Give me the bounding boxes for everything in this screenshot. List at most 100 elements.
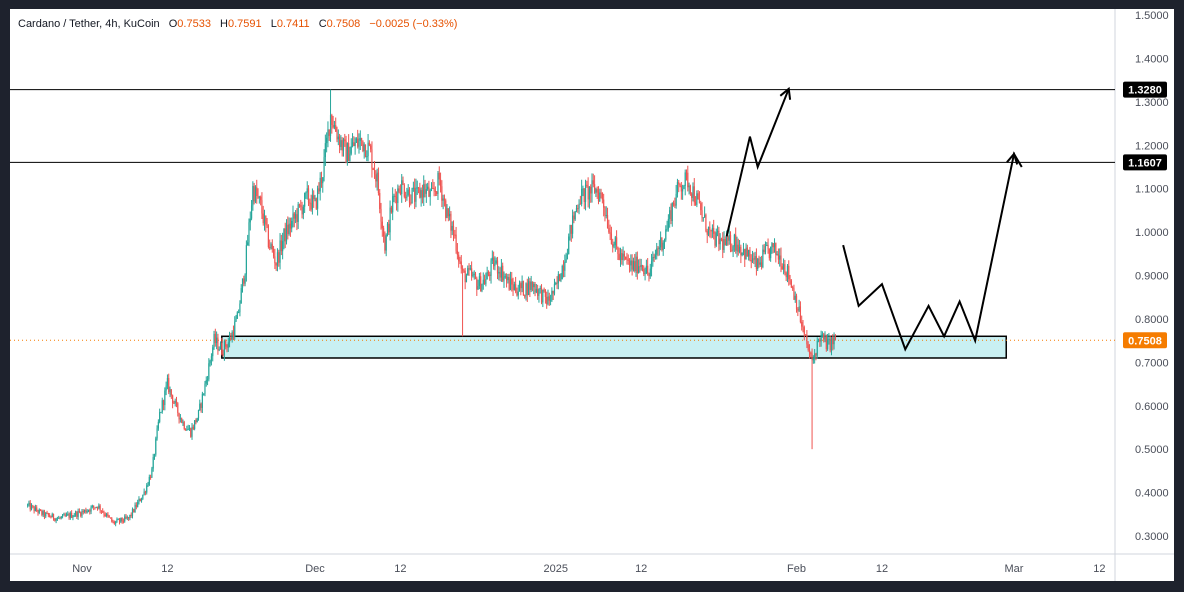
candle-body[interactable]: [109, 517, 112, 519]
candle-body[interactable]: [530, 281, 532, 290]
candle-body[interactable]: [34, 507, 36, 512]
candle-body[interactable]: [744, 248, 746, 260]
candle-body[interactable]: [156, 428, 158, 439]
candle-body[interactable]: [159, 412, 161, 422]
candle-body[interactable]: [346, 143, 348, 163]
candle-body[interactable]: [628, 260, 631, 266]
candle-body[interactable]: [715, 232, 717, 246]
candle-body[interactable]: [178, 412, 180, 420]
candle-body[interactable]: [491, 257, 493, 261]
candle-body[interactable]: [419, 188, 421, 198]
candle-body[interactable]: [666, 228, 668, 230]
candle-body[interactable]: [205, 380, 207, 384]
candle-body[interactable]: [565, 259, 567, 262]
candle-body[interactable]: [578, 203, 580, 209]
candle-body[interactable]: [714, 233, 716, 246]
candle-body[interactable]: [498, 271, 500, 274]
candle-body[interactable]: [794, 295, 796, 300]
candle-body[interactable]: [256, 187, 258, 196]
candle-body[interactable]: [173, 402, 175, 404]
candle-body[interactable]: [139, 498, 141, 502]
candle-body[interactable]: [449, 213, 451, 217]
candle-body[interactable]: [174, 400, 176, 404]
candle-body[interactable]: [566, 254, 569, 260]
candle-body[interactable]: [726, 237, 728, 246]
candle-body[interactable]: [694, 202, 697, 205]
candle-body[interactable]: [265, 215, 267, 225]
candle-body[interactable]: [758, 258, 760, 265]
candle-body[interactable]: [225, 340, 227, 347]
candle-body[interactable]: [86, 511, 88, 513]
candle-body[interactable]: [456, 250, 458, 255]
candle-body[interactable]: [275, 263, 277, 266]
candle-body[interactable]: [746, 247, 748, 257]
candle-body[interactable]: [473, 273, 475, 275]
candle-body[interactable]: [557, 274, 559, 284]
candle-body[interactable]: [243, 278, 245, 284]
candle-body[interactable]: [222, 354, 224, 356]
candle-body[interactable]: [596, 189, 598, 193]
candle-body[interactable]: [58, 517, 60, 519]
candle-body[interactable]: [43, 511, 46, 517]
candle-body[interactable]: [285, 224, 288, 242]
candle-body[interactable]: [531, 281, 534, 288]
candle-body[interactable]: [78, 511, 81, 513]
candle-body[interactable]: [657, 248, 659, 250]
candle-body[interactable]: [722, 239, 724, 250]
candle-body[interactable]: [700, 203, 702, 211]
candle-body[interactable]: [72, 516, 74, 518]
candle-body[interactable]: [660, 237, 662, 248]
candle-body[interactable]: [568, 236, 570, 255]
candle-body[interactable]: [486, 272, 488, 280]
candle-body[interactable]: [442, 198, 444, 201]
candle-body[interactable]: [51, 513, 53, 518]
candle-body[interactable]: [287, 224, 289, 234]
candle-body[interactable]: [749, 249, 751, 261]
candle-body[interactable]: [574, 211, 576, 220]
candle-body[interactable]: [125, 516, 127, 519]
candle-body[interactable]: [241, 278, 244, 289]
candle-body[interactable]: [707, 226, 710, 235]
candle-body[interactable]: [398, 188, 400, 192]
candle-body[interactable]: [199, 403, 201, 411]
candle-body[interactable]: [797, 309, 799, 311]
candle-body[interactable]: [190, 428, 192, 437]
candle-body[interactable]: [636, 256, 638, 274]
candle-body[interactable]: [89, 510, 91, 512]
candle-body[interactable]: [239, 303, 241, 313]
candle-body[interactable]: [370, 145, 372, 150]
candle-body[interactable]: [358, 140, 360, 147]
candle-body[interactable]: [282, 241, 284, 252]
candle-body[interactable]: [366, 156, 368, 158]
candle-body[interactable]: [517, 291, 519, 296]
candle-body[interactable]: [230, 337, 232, 340]
candle-body[interactable]: [168, 378, 170, 393]
candle-body[interactable]: [191, 426, 193, 437]
candle-body[interactable]: [124, 516, 126, 522]
candle-body[interactable]: [197, 410, 200, 419]
candle-body[interactable]: [505, 276, 508, 281]
candle-body[interactable]: [155, 438, 157, 455]
candle-body[interactable]: [208, 363, 210, 380]
candle-body[interactable]: [679, 184, 681, 186]
candle-body[interactable]: [645, 265, 647, 274]
candle-body[interactable]: [560, 279, 562, 281]
candle-body[interactable]: [50, 516, 52, 518]
candle-body[interactable]: [824, 336, 826, 340]
candle-body[interactable]: [235, 318, 237, 322]
candle-body[interactable]: [160, 412, 162, 414]
candle-body[interactable]: [618, 254, 620, 260]
candle-body[interactable]: [164, 390, 166, 406]
candle-body[interactable]: [333, 125, 336, 128]
candle-body[interactable]: [827, 339, 829, 350]
candle-body[interactable]: [757, 258, 759, 269]
candle-body[interactable]: [513, 284, 515, 290]
chart-canvas[interactable]: 1.5000 1.4000 1.3000 1.2000 1.1000 1.0000 0.90…: [10, 9, 1174, 581]
candle-body[interactable]: [28, 502, 30, 505]
candle-body[interactable]: [613, 245, 615, 247]
candle-body[interactable]: [121, 517, 123, 522]
candle-body[interactable]: [685, 172, 688, 174]
candle-body[interactable]: [288, 223, 290, 234]
candle-body[interactable]: [670, 210, 672, 221]
candle-body[interactable]: [816, 340, 818, 356]
